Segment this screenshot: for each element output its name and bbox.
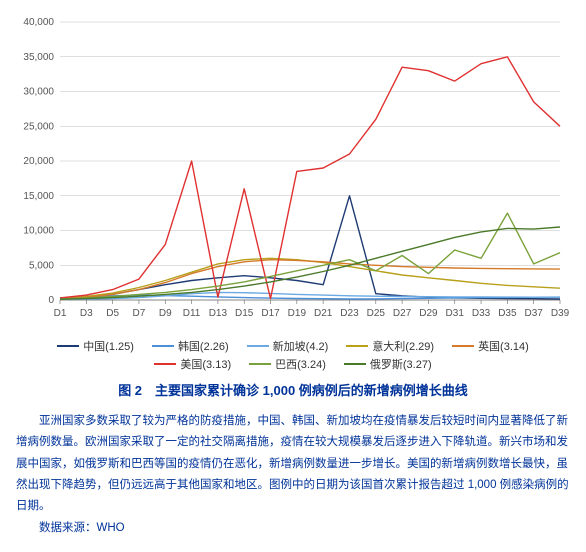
- legend-label: 美国(3.13): [180, 356, 231, 372]
- figure-title: 图 2 主要国家累计确诊 1,000 例病例后的新增病例增长曲线: [12, 380, 574, 399]
- svg-text:D13: D13: [209, 308, 228, 319]
- legend-swatch: [346, 345, 368, 347]
- svg-text:D27: D27: [393, 308, 412, 319]
- legend-item: 中国(1.25): [57, 338, 134, 354]
- svg-text:5,000: 5,000: [29, 260, 54, 271]
- svg-text:D21: D21: [314, 308, 333, 319]
- legend-label: 中国(1.25): [83, 338, 134, 354]
- svg-text:D29: D29: [419, 308, 438, 319]
- legend-swatch: [154, 363, 176, 365]
- svg-text:D1: D1: [54, 308, 67, 319]
- legend-item: 巴西(3.24): [249, 356, 326, 372]
- svg-text:15,000: 15,000: [23, 191, 54, 202]
- body-paragraph: 亚洲国家多数采取了较为严格的防疫措施，中国、韩国、新加坡均在疫情暴发后较短时间内…: [16, 411, 570, 517]
- legend-swatch: [57, 345, 79, 347]
- legend-swatch: [152, 345, 174, 347]
- svg-text:25,000: 25,000: [23, 121, 54, 132]
- legend-label: 英国(3.14): [478, 338, 529, 354]
- svg-text:D25: D25: [367, 308, 386, 319]
- svg-text:D19: D19: [288, 308, 307, 319]
- svg-text:D23: D23: [340, 308, 359, 319]
- svg-text:40,000: 40,000: [23, 17, 54, 28]
- svg-text:D33: D33: [472, 308, 491, 319]
- svg-text:D39: D39: [551, 308, 570, 319]
- svg-text:D37: D37: [525, 308, 544, 319]
- legend-item: 美国(3.13): [154, 356, 231, 372]
- legend-label: 俄罗斯(3.27): [370, 356, 432, 372]
- line-chart: 0 5,000 10,000 15,000 20,000 25,000 30,000 35,0…: [12, 12, 572, 332]
- chart-legend: 中国(1.25) 韩国(2.26) 新加坡(4.2) 意大利(2.29) 英国(3.14…: [53, 338, 533, 372]
- svg-text:D3: D3: [80, 308, 93, 319]
- legend-label: 意大利(2.29): [372, 338, 434, 354]
- legend-swatch: [344, 363, 366, 365]
- legend-item: 新加坡(4.2): [247, 338, 329, 354]
- legend-item: 意大利(2.29): [346, 338, 434, 354]
- svg-text:D7: D7: [133, 308, 146, 319]
- legend-item: 俄罗斯(3.27): [344, 356, 432, 372]
- svg-text:20,000: 20,000: [23, 156, 54, 167]
- legend-label: 韩国(2.26): [178, 338, 229, 354]
- data-source: 数据来源：WHO: [16, 519, 570, 535]
- svg-text:0: 0: [48, 295, 54, 306]
- svg-text:D35: D35: [498, 308, 517, 319]
- svg-text:35,000: 35,000: [23, 52, 54, 63]
- svg-text:D15: D15: [235, 308, 254, 319]
- legend-swatch: [452, 345, 474, 347]
- svg-text:D9: D9: [159, 308, 172, 319]
- legend-label: 新加坡(4.2): [273, 338, 329, 354]
- legend-label: 巴西(3.24): [275, 356, 326, 372]
- svg-text:D11: D11: [183, 308, 201, 319]
- legend-swatch: [247, 345, 269, 347]
- svg-text:D17: D17: [261, 308, 280, 319]
- svg-text:30,000: 30,000: [23, 87, 54, 98]
- svg-text:10,000: 10,000: [23, 226, 54, 237]
- legend-item: 英国(3.14): [452, 338, 529, 354]
- svg-text:D31: D31: [446, 308, 465, 319]
- legend-swatch: [249, 363, 271, 365]
- svg-text:D5: D5: [106, 308, 119, 319]
- legend-item: 韩国(2.26): [152, 338, 229, 354]
